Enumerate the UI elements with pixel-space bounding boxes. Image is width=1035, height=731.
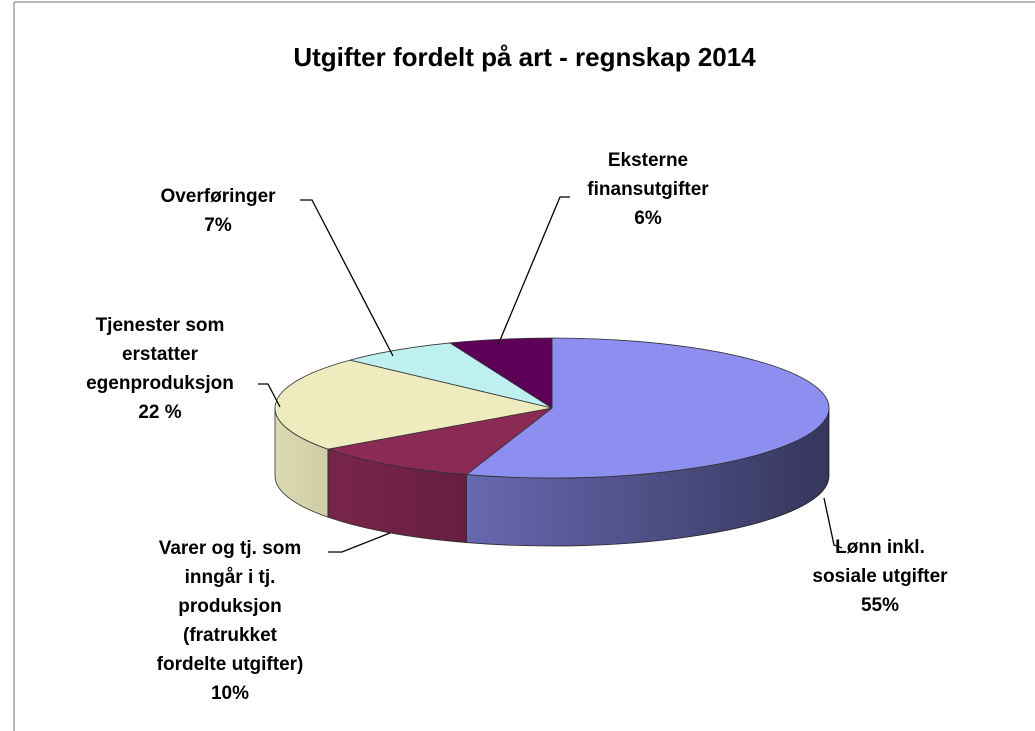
slice-label: Lønn inkl. sosiale utgifter 55% (760, 533, 1000, 620)
slice (349, 342, 553, 409)
category-label: Varer og tj. som inngår i tj. produksjon… (156, 538, 304, 675)
leader-line (823, 497, 843, 549)
slice (465, 337, 830, 479)
leaders (258, 196, 843, 553)
pie (274, 337, 830, 547)
leader-line (300, 199, 394, 357)
category-label: Tjenester som erstatter egenproduksjon (86, 315, 234, 394)
slice-label: Tjenester som erstatter egenproduksjon 22… (40, 311, 280, 427)
side-shade (466, 408, 829, 546)
slice (274, 359, 553, 450)
slice-label: Overføringer 7% (98, 182, 338, 240)
leader-line (328, 532, 391, 553)
slice (326, 407, 553, 475)
leader-line (497, 196, 570, 346)
value-label: 22 % (138, 402, 182, 423)
category-label: Lønn inkl. sosiale utgifter (812, 537, 948, 587)
category-label: Eksterne finansutgifter (587, 150, 709, 200)
side-shade (327, 449, 467, 543)
chart-title: Utgifter fordelt på art - regnskap 2014 (293, 42, 756, 72)
value-label: 6% (634, 208, 662, 229)
slice-label: Varer og tj. som inngår i tj. produksjon… (110, 534, 350, 708)
value-label: 7% (204, 215, 232, 236)
side-shade (275, 408, 328, 518)
category-label: Overføringer (160, 186, 276, 207)
value-label: 55% (860, 595, 900, 616)
slice-label: Eksterne finansutgifter 6% (528, 146, 768, 233)
leader-line (258, 383, 281, 408)
value-label: 10% (210, 683, 250, 704)
